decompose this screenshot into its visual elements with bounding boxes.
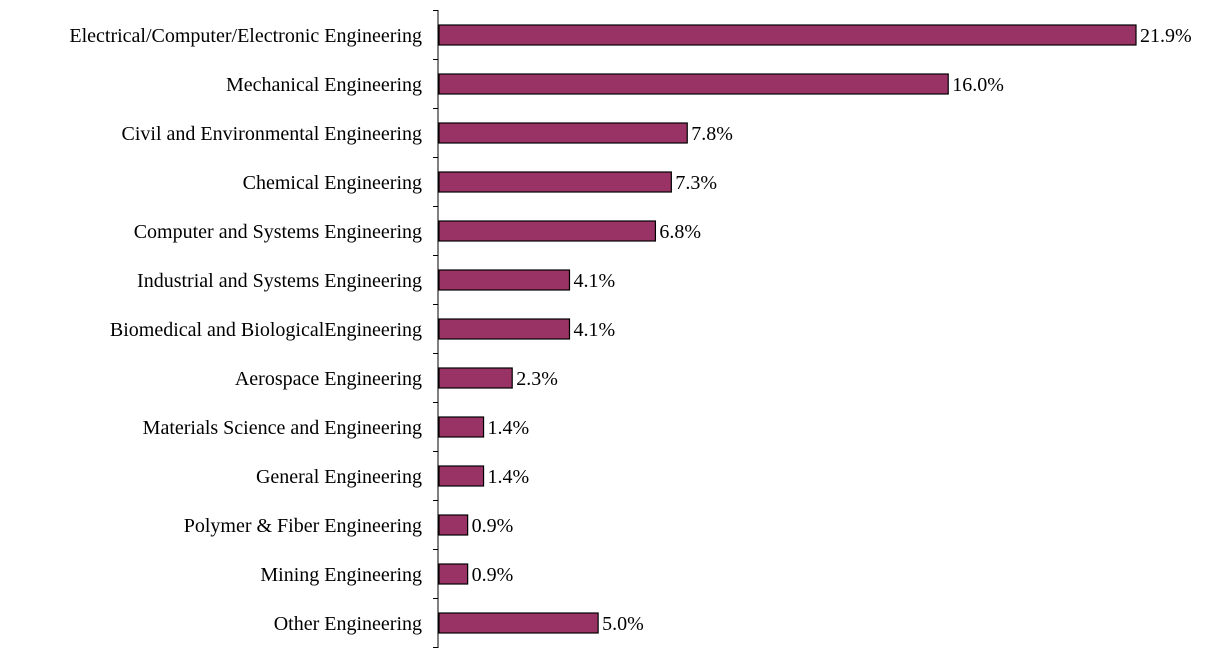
category-label: Biomedical and BiologicalEngineering (110, 319, 422, 341)
bar (438, 465, 485, 487)
category-label: Industrial and Systems Engineering (137, 270, 422, 292)
bar (438, 416, 485, 438)
category-label: Other Engineering (274, 613, 422, 635)
category-labels: Electrical/Computer/Electronic Engineeri… (69, 25, 422, 635)
value-label: 1.4% (488, 417, 530, 439)
category-axis (433, 10, 439, 648)
value-label: 7.3% (675, 172, 717, 194)
value-label: 0.9% (472, 515, 514, 537)
bar (438, 171, 672, 193)
bar (438, 24, 1137, 46)
category-label: Computer and Systems Engineering (134, 221, 422, 243)
bar (438, 514, 469, 536)
category-label: Polymer & Fiber Engineering (184, 515, 422, 537)
bar (438, 122, 688, 144)
value-label: 4.1% (573, 270, 615, 292)
category-label: Materials Science and Engineering (143, 417, 422, 439)
value-label: 6.8% (659, 221, 701, 243)
value-label: 0.9% (472, 564, 514, 586)
bar (438, 73, 949, 95)
category-label: Chemical Engineering (243, 172, 422, 194)
bar (438, 563, 469, 585)
category-label: Civil and Environmental Engineering (122, 123, 423, 145)
value-label: 4.1% (573, 319, 615, 341)
bar (438, 318, 571, 340)
category-label: General Engineering (256, 466, 422, 488)
bar (438, 367, 513, 389)
bar (438, 269, 571, 291)
bar (438, 220, 657, 242)
bars (438, 24, 1137, 634)
category-label: Aerospace Engineering (235, 368, 422, 390)
bar (438, 612, 599, 634)
category-label: Mechanical Engineering (226, 74, 422, 96)
category-label: Mining Engineering (260, 564, 422, 586)
value-label: 1.4% (488, 466, 530, 488)
value-label: 21.9% (1140, 25, 1192, 47)
value-label: 16.0% (952, 74, 1004, 96)
category-label: Electrical/Computer/Electronic Engineeri… (69, 25, 422, 47)
value-label: 2.3% (516, 368, 558, 390)
value-labels: 21.9% 16.0% 7.8% 7.3% 6.8% 4.1% 4.1% 2.3% 1.4% 1.… (472, 25, 1192, 635)
value-label: 5.0% (602, 613, 644, 635)
value-label: 7.8% (691, 123, 733, 145)
